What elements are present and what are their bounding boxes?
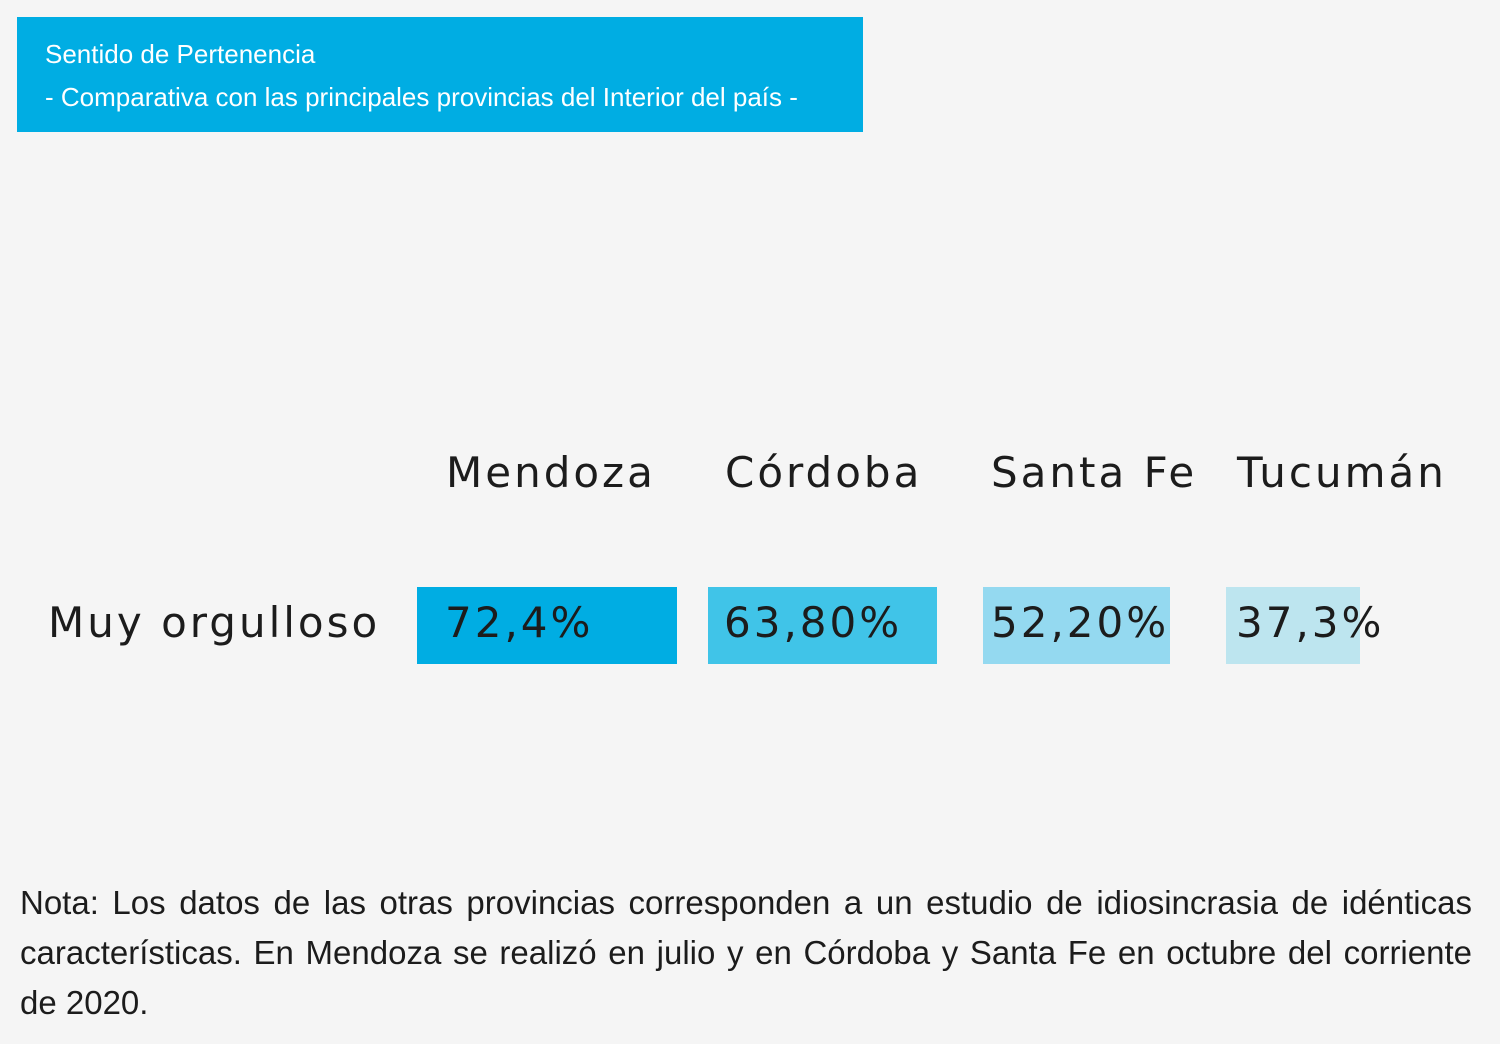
column-label-santa-fe: Santa Fe — [991, 448, 1198, 497]
bar-mendoza — [417, 587, 677, 664]
title-banner: Sentido de Pertenencia - Comparativa con… — [17, 17, 863, 132]
footnote: Nota: Los datos de las otras provincias … — [20, 884, 1472, 1021]
value-santa-fe: 52,20% — [991, 598, 1170, 647]
chart-title: Sentido de Pertenencia — [45, 39, 316, 69]
bar-cordoba — [708, 587, 937, 664]
value-cordoba: 63,80% — [724, 598, 903, 647]
value-mendoza: 72,4% — [445, 598, 594, 647]
chart-subtitle: - Comparativa con las principales provin… — [45, 82, 798, 112]
column-label-tucuman: Tucumán — [1237, 448, 1447, 497]
row-label: Muy orgulloso — [48, 598, 381, 647]
bar-tucuman — [1226, 587, 1360, 664]
column-label-cordoba: Córdoba — [725, 448, 923, 497]
bar-santa-fe — [983, 587, 1170, 664]
value-tucuman: 37,3% — [1236, 598, 1385, 647]
column-label-mendoza: Mendoza — [446, 448, 656, 497]
